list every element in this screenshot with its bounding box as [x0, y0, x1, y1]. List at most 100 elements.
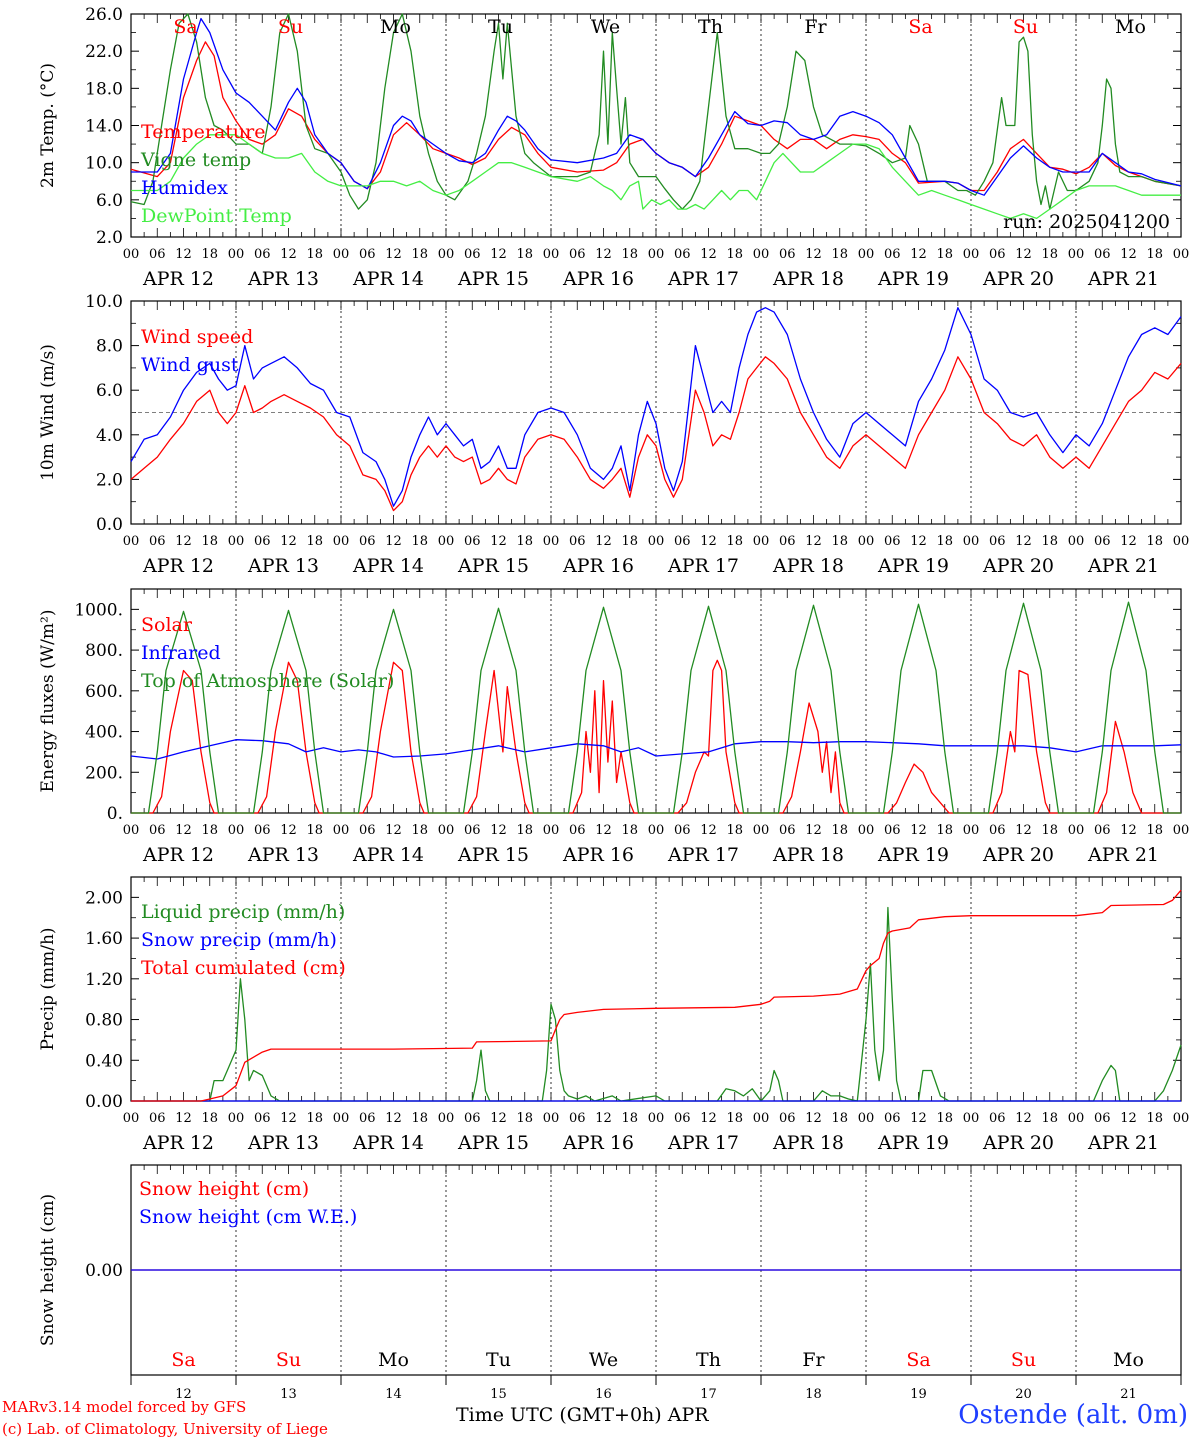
hour-tick-label: 12	[805, 823, 822, 838]
day-label: APR 17	[667, 268, 739, 290]
hour-tick-label: 18	[411, 534, 428, 549]
day-label: APR 21	[1087, 268, 1159, 290]
hour-tick-label: 06	[674, 823, 691, 838]
day-label: APR 20	[982, 1132, 1054, 1154]
hour-tick-label: 06	[149, 534, 166, 549]
day-label: APR 21	[1087, 555, 1159, 577]
chart-panel-1	[130, 13, 1182, 238]
time-axis-label: Time UTC (GMT+0h) APR	[456, 1404, 709, 1426]
day-number-label: 18	[805, 1387, 822, 1402]
chart-panel-2	[130, 300, 1182, 525]
series-line	[131, 17, 1182, 196]
hour-tick-label: 12	[1015, 534, 1032, 549]
hour-tick-label: 18	[1146, 534, 1163, 549]
hour-tick-label: 18	[306, 534, 323, 549]
series-line	[130, 307, 1182, 507]
hour-tick-label: 00	[1068, 247, 1085, 262]
hour-tick-label: 06	[884, 1111, 901, 1126]
day-label: APR 13	[247, 555, 319, 577]
hour-tick-label: 06	[254, 534, 271, 549]
weekday-label: Mo	[378, 1349, 409, 1371]
hour-tick-label: 00	[963, 1111, 980, 1126]
hour-tick-label: 00	[1068, 534, 1085, 549]
series-line	[131, 134, 1181, 220]
day-label: APR 17	[667, 1132, 739, 1154]
hour-tick-label: 00	[543, 1111, 560, 1126]
hour-tick-label: 00	[123, 247, 140, 262]
hour-tick-label: 06	[779, 247, 796, 262]
hour-tick-label: 00	[963, 247, 980, 262]
y-tick-label: 6.0	[96, 191, 123, 211]
hour-tick-label: 00	[228, 823, 245, 838]
hour-tick-label: 18	[621, 823, 638, 838]
hour-tick-label: 12	[490, 247, 507, 262]
hour-tick-label: 18	[936, 247, 953, 262]
legend-entry: Snow precip (mm/h)	[141, 929, 337, 951]
hour-tick-label: 12	[595, 823, 612, 838]
legend-entry: Total cumulated (cm)	[141, 957, 346, 979]
hour-tick-label: 18	[936, 534, 953, 549]
hour-tick-label: 06	[989, 1111, 1006, 1126]
day-label: APR 18	[772, 1132, 844, 1154]
hour-tick-label: 00	[333, 1111, 350, 1126]
hour-tick-label: 18	[1146, 1111, 1163, 1126]
hour-tick-label: 12	[280, 1111, 297, 1126]
hour-tick-label: 00	[858, 534, 875, 549]
hour-tick-label: 06	[359, 823, 376, 838]
hour-tick-label: 18	[516, 534, 533, 549]
y-tick-label: 1000.	[74, 600, 123, 620]
hour-tick-label: 06	[1094, 823, 1111, 838]
y-tick-label: 1.60	[85, 929, 123, 949]
hour-tick-label: 06	[464, 823, 481, 838]
hour-tick-label: 06	[674, 1111, 691, 1126]
day-label: APR 12	[142, 844, 214, 866]
hour-tick-label: 18	[201, 534, 218, 549]
hour-tick-label: 00	[543, 534, 560, 549]
weekday-label: Su	[276, 1349, 301, 1371]
day-label: APR 21	[1087, 1132, 1159, 1154]
hour-tick-label: 00	[648, 823, 665, 838]
run-label: run: 2025041200	[1003, 211, 1170, 233]
weekday-label: Mo	[1113, 1349, 1144, 1371]
day-label: APR 14	[352, 268, 424, 290]
day-number-label: 12	[175, 1387, 192, 1402]
hour-tick-label: 12	[280, 247, 297, 262]
hour-tick-label: 18	[411, 247, 428, 262]
legend-entry: Snow height (cm W.E.)	[139, 1206, 357, 1228]
y-tick-label: 0.0	[96, 515, 123, 535]
hour-tick-label: 00	[228, 534, 245, 549]
hour-tick-label: 06	[989, 534, 1006, 549]
hour-tick-label: 18	[831, 823, 848, 838]
hour-tick-label: 12	[1015, 1111, 1032, 1126]
hour-tick-label: 06	[149, 823, 166, 838]
hour-tick-label: 06	[989, 247, 1006, 262]
y-tick-label: 0.40	[85, 1051, 123, 1071]
weekday-label: We	[591, 16, 620, 38]
hour-tick-label: 12	[1120, 534, 1137, 549]
y-tick-label: 2.00	[85, 888, 123, 908]
hour-tick-label: 06	[1094, 1111, 1111, 1126]
legend-entry: Solar	[141, 614, 193, 636]
day-label: APR 14	[352, 555, 424, 577]
day-label: APR 15	[457, 1132, 529, 1154]
hour-tick-label: 00	[858, 1111, 875, 1126]
hour-tick-label: 00	[543, 823, 560, 838]
hour-tick-label: 00	[1068, 1111, 1085, 1126]
hour-tick-label: 00	[858, 823, 875, 838]
y-tick-label: 400.	[85, 723, 123, 743]
y-tick-label: 600.	[85, 682, 123, 702]
series-line	[130, 356, 1182, 512]
hour-tick-label: 18	[516, 823, 533, 838]
hour-tick-label: 12	[910, 1111, 927, 1126]
series-line	[130, 13, 1182, 210]
lab-credit: (c) Lab. of Climatology, University of L…	[2, 1420, 328, 1438]
hour-tick-label: 18	[1041, 1111, 1058, 1126]
weekday-label: Tu	[486, 1349, 511, 1371]
hour-tick-label: 00	[1173, 823, 1190, 838]
hour-tick-label: 06	[569, 247, 586, 262]
hour-tick-label: 06	[569, 823, 586, 838]
day-label: APR 13	[247, 844, 319, 866]
hour-tick-label: 12	[805, 247, 822, 262]
weekday-label: Su	[1011, 1349, 1036, 1371]
weekday-label: Sa	[908, 16, 932, 38]
